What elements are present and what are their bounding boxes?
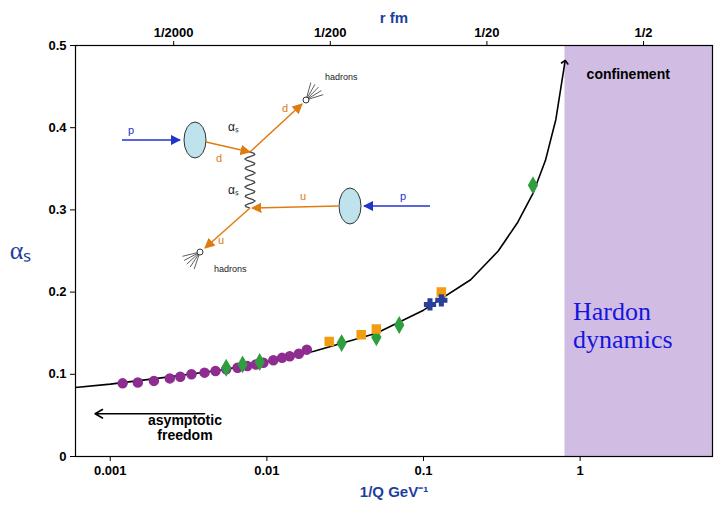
- svg-text:confinement: confinement: [587, 66, 671, 82]
- svg-text:u: u: [300, 190, 306, 202]
- svg-text:1/200: 1/200: [314, 25, 347, 40]
- svg-text:p: p: [128, 124, 134, 136]
- svg-text:r fm: r fm: [380, 9, 408, 26]
- svg-text:1/20: 1/20: [474, 25, 499, 40]
- svg-text:d: d: [282, 102, 288, 114]
- svg-text:Hardondynamics: Hardondynamics: [573, 297, 673, 355]
- svg-text:0.001: 0.001: [94, 463, 127, 478]
- svg-text:0: 0: [59, 449, 66, 464]
- svg-text:0.3: 0.3: [48, 202, 66, 217]
- svg-text:p: p: [400, 190, 406, 202]
- svg-text:hadrons: hadrons: [325, 72, 358, 82]
- svg-text:0.1: 0.1: [414, 463, 432, 478]
- svg-text:1/2000: 1/2000: [154, 25, 194, 40]
- svg-text:1: 1: [577, 463, 584, 478]
- svg-text:0.01: 0.01: [254, 463, 279, 478]
- svg-text:asymptoticfreedom: asymptoticfreedom: [148, 412, 222, 443]
- svg-text:u: u: [218, 234, 224, 246]
- svg-text:αₛ: αₛ: [228, 120, 239, 134]
- svg-text:0.1: 0.1: [48, 366, 66, 381]
- svg-text:0.4: 0.4: [48, 120, 67, 135]
- svg-text:αₛ: αₛ: [228, 183, 239, 197]
- svg-text:0.2: 0.2: [48, 284, 66, 299]
- svg-text:hadrons: hadrons: [214, 264, 247, 274]
- svg-text:0.5: 0.5: [48, 38, 66, 53]
- svg-text:1/2: 1/2: [635, 25, 653, 40]
- svg-text:αₛ: αₛ: [10, 236, 32, 265]
- svg-text:1/Q GeV⁻¹: 1/Q GeV⁻¹: [360, 483, 428, 500]
- svg-text:d: d: [216, 152, 222, 164]
